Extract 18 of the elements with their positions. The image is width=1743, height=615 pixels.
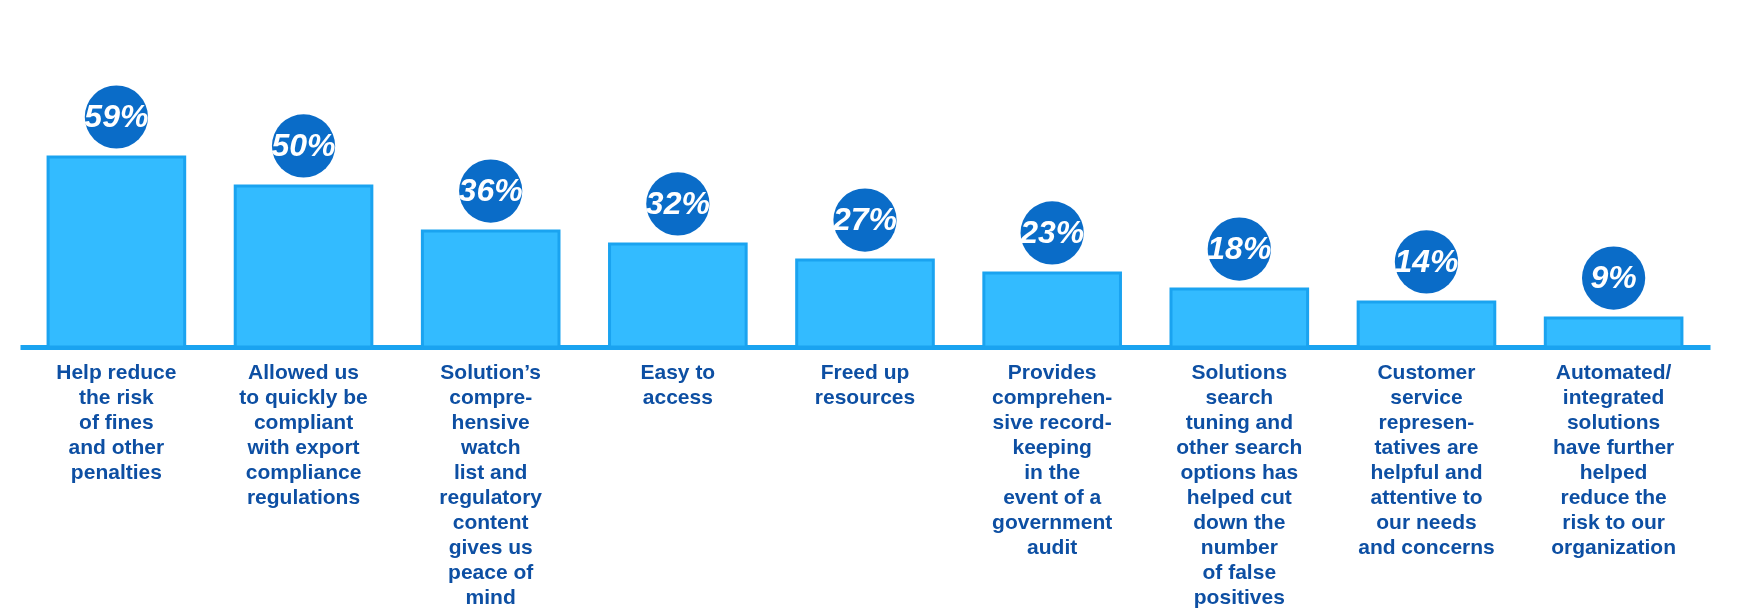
category-label: Solution’s compre- hensive watch list and regulatory content gives us peace of mind [439, 359, 543, 608]
x-tick-label: Automated/ integrated solutions have further helped reduce the risk to our organization [1551, 359, 1677, 558]
data-label: 27% [831, 201, 898, 238]
data-label: 36% [458, 172, 523, 209]
data-label: 23% [1019, 213, 1085, 250]
data-label: 59% [84, 98, 149, 134]
x-tick-label: Allowed us to quickly be compliant with export compliance regulations [239, 359, 368, 508]
x-tick-label: Help reduce the risk of fines and other penalties [56, 359, 177, 483]
data-label: 50% [271, 126, 336, 163]
x-tick-label: Provides comprehen- sive record- keeping in the event of a government audit [992, 359, 1113, 558]
data-label: 18% [1207, 230, 1272, 267]
x-tick-label: Customer service represen- tatives are helpful and attentive to our needs and concerns [1358, 359, 1495, 558]
data-label: 9% [1590, 259, 1637, 296]
x-tick-label: Easy to access [640, 359, 716, 408]
data-label: 32% [645, 184, 710, 221]
data-label: 14% [1394, 242, 1459, 279]
category-label: Solutions search tuning and other search options has helped cut down the number of false positives [1176, 359, 1303, 608]
x-tick-label: Freed up resources [814, 359, 916, 408]
